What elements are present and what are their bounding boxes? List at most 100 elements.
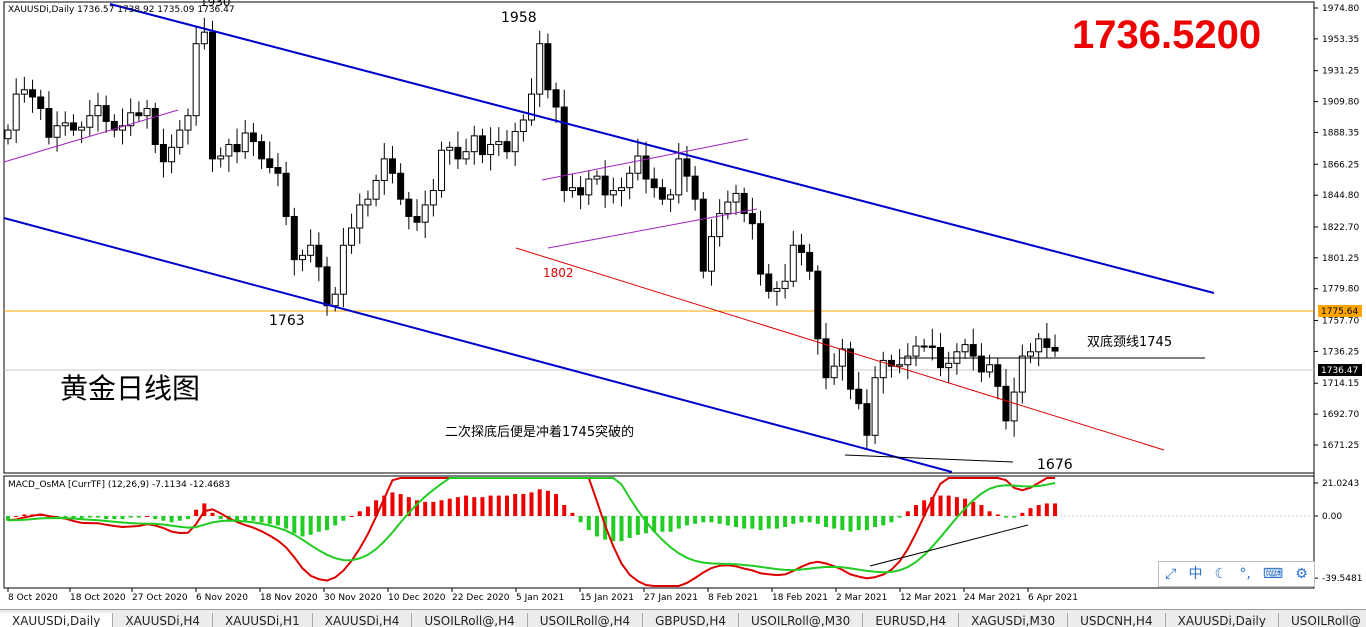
macd-bar — [979, 505, 984, 516]
macd-bar — [660, 516, 665, 532]
macd-bar — [423, 501, 428, 516]
macd-bar — [954, 497, 959, 516]
candle — [773, 281, 781, 306]
macd-bar — [529, 492, 534, 516]
candle — [904, 343, 912, 380]
candle — [912, 335, 920, 367]
candle — [290, 207, 298, 276]
candle — [896, 348, 904, 374]
time-tick-label: 8 Oct 2020 — [8, 593, 58, 603]
candle — [356, 193, 364, 244]
candle — [1002, 369, 1010, 430]
tab-usoilroll-more[interactable]: USOILRoll@ — [1279, 613, 1366, 627]
chart-canvas[interactable]: XAUUSDi,Daily 1736.57 1738.92 1735.09 17… — [0, 0, 1366, 609]
current-price-tag-text: 1736.47 — [1321, 366, 1358, 376]
macd-bar — [897, 516, 902, 518]
macd-bar — [308, 516, 313, 535]
price-tick-label: 1779.80 — [1322, 285, 1359, 295]
candle — [658, 179, 666, 205]
candle — [863, 389, 871, 449]
tab-gbpusd-h4[interactable]: GBPUSD,H4 — [643, 613, 739, 627]
candle — [1027, 343, 1034, 364]
candle — [61, 111, 69, 136]
time-tick-label: 18 Feb 2021 — [772, 593, 828, 603]
time-tick-label: 10 Dec 2020 — [388, 593, 446, 603]
candle — [667, 189, 675, 213]
title-cn: 黄金日线图 — [60, 372, 200, 405]
tab-xauusdi-daily[interactable]: XAUUSDi,Daily — [0, 613, 114, 627]
candle — [429, 179, 437, 217]
tab-xauusdi-h4[interactable]: XAUUSDi,H4 — [113, 613, 214, 627]
macd-bar — [684, 516, 689, 526]
candle — [1043, 322, 1051, 358]
candle — [781, 263, 789, 299]
candle — [691, 166, 699, 211]
price-tick-label: 1844.80 — [1322, 191, 1359, 201]
candle — [1018, 344, 1026, 404]
tab-usoilroll-h4-2[interactable]: USOILRoll@,H4 — [528, 613, 644, 627]
macd-bar — [725, 516, 730, 526]
macd-bar — [742, 516, 747, 529]
candle — [438, 141, 446, 198]
tab-usoilroll-h4[interactable]: USOILRoll@,H4 — [412, 613, 528, 627]
symbol-header: XAUUSDi,Daily 1736.57 1738.92 1735.09 17… — [8, 5, 235, 15]
macd-tick-label: -39.5481 — [1322, 574, 1362, 584]
tab-xauusdi-h4-2[interactable]: XAUUSDi,H4 — [313, 613, 413, 627]
macd-bar — [758, 516, 763, 531]
punctuation-icon[interactable]: °, — [1239, 566, 1251, 582]
time-tick-label: 18 Nov 2020 — [260, 593, 318, 603]
candle — [217, 147, 225, 168]
macd-bar — [439, 500, 444, 516]
macd-bar — [676, 516, 681, 529]
macd-bar — [570, 512, 575, 516]
macd-bar — [161, 516, 166, 521]
moon-icon[interactable]: ☾ — [1214, 566, 1228, 582]
candle — [577, 176, 585, 210]
candle — [249, 122, 257, 156]
candle — [552, 82, 560, 123]
macd-bar — [496, 495, 501, 516]
candle — [225, 138, 233, 172]
blue-channel-lower-line — [3, 217, 953, 473]
neckline-label: 双底颈线1745 — [1087, 334, 1172, 350]
tab-xagusdi-m30[interactable]: XAGUSDi,M30 — [959, 613, 1069, 627]
macd-tick-label: 0.00 — [1322, 512, 1342, 522]
candle — [1010, 377, 1018, 437]
tab-usoilroll-m30[interactable]: USOILRoll@,M30 — [739, 613, 864, 627]
macd-bar — [930, 497, 935, 516]
macd-bar — [554, 494, 559, 516]
candle — [601, 160, 609, 208]
tab-xauusdi-h1[interactable]: XAUUSDi,H1 — [213, 613, 313, 627]
candle — [503, 130, 511, 159]
candle — [920, 338, 928, 352]
candle — [282, 161, 290, 226]
macd-bar — [251, 516, 256, 521]
time-tick-label: 2 Mar 2021 — [836, 593, 887, 603]
tab-xauusdi-daily-2[interactable]: XAUUSDi,Daily — [1166, 613, 1279, 627]
candle — [266, 141, 274, 174]
current-price-tag — [1318, 364, 1362, 376]
candle — [151, 102, 159, 154]
macd-bar — [6, 516, 10, 521]
time-tick-label: 24 Mar 2021 — [964, 593, 1021, 603]
tab-usdcnh-h4[interactable]: USDCNH,H4 — [1068, 613, 1166, 627]
macd-bar — [905, 511, 910, 516]
price-tick-label: 1866.25 — [1322, 160, 1359, 170]
keyboard-icon[interactable]: ⌨ — [1262, 566, 1284, 582]
candle — [372, 174, 380, 207]
macd-bar — [783, 516, 788, 527]
macd-bar — [259, 516, 264, 523]
settings-gear-icon[interactable]: ⚙ — [1295, 566, 1308, 582]
chinese-input-icon[interactable]: 中 — [1188, 566, 1203, 582]
macd-bar — [1036, 505, 1041, 516]
candle — [315, 232, 323, 282]
crosshair-icon[interactable]: ⤢ — [1165, 566, 1177, 582]
candle — [274, 153, 282, 187]
candle — [945, 351, 953, 384]
candle — [806, 243, 814, 280]
macd-bar — [987, 511, 992, 516]
macd-bar — [382, 495, 387, 516]
tab-eurusd-h4[interactable]: EURUSD,H4 — [863, 613, 960, 627]
macd-histogram — [6, 489, 1058, 542]
candle — [593, 170, 601, 185]
